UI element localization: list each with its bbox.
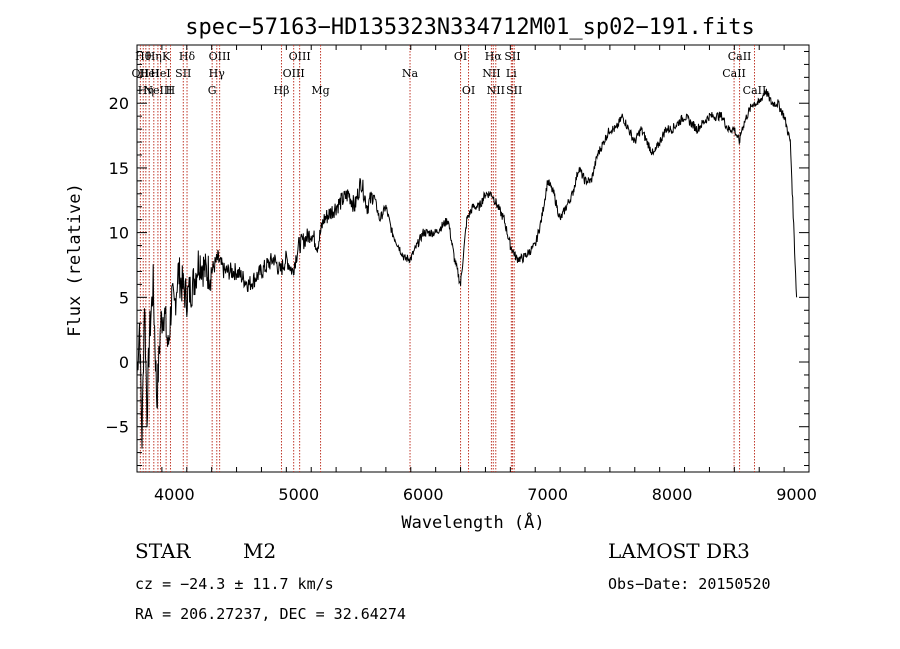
- spectrum-series: [136, 88, 798, 449]
- y-tick-label: 15: [109, 159, 129, 178]
- line-label-20: OI: [462, 84, 475, 97]
- line-label-9: SII: [175, 67, 191, 80]
- line-label-26: SII: [506, 84, 522, 97]
- x-tick-label: 5000: [278, 485, 319, 504]
- line-label-6: HeI: [150, 67, 170, 80]
- line-label-1: Hθ: [135, 50, 152, 63]
- line-label-3: HeI: [139, 67, 159, 80]
- line-label-12: Hγ: [209, 67, 226, 80]
- obs-date: Obs−Date: 20150520: [608, 575, 771, 593]
- y-axis-label: Flux (relative): [65, 183, 85, 337]
- x-axis-label: Wavelength (Å): [401, 511, 544, 533]
- line-label-7: K: [162, 50, 171, 63]
- x-tick-label: 6000: [403, 485, 444, 504]
- line-label-28: CaII: [728, 50, 752, 63]
- coords-text: RA = 206.27237, DEC = 32.64274: [135, 605, 406, 623]
- y-tick-label: 0: [119, 353, 129, 372]
- y-tick-label: 10: [109, 224, 129, 243]
- line-label-22: Hα: [485, 50, 503, 63]
- line-label-10: Hδ: [179, 50, 196, 63]
- line-label-18: Na: [402, 67, 419, 80]
- line-label-11: G: [208, 84, 217, 97]
- line-label-24: Li: [506, 67, 517, 80]
- line-markers: [139, 45, 755, 472]
- line-labels: OIIHθHηHeIHηNeIIIHeIKHSIIHδGHγOIIIHβOIII…: [132, 50, 767, 97]
- redshift-text: cz = −24.3 ± 11.7 km/s: [135, 575, 334, 593]
- x-axis-ticks: 4000 5000 6000 7000 8000 9000: [136, 45, 817, 504]
- line-label-23: NII: [487, 84, 505, 97]
- line-label-8: H: [166, 84, 176, 97]
- line-label-2: Hη: [138, 84, 154, 97]
- subclass: M2: [243, 539, 276, 563]
- line-label-29: CaII: [743, 84, 767, 97]
- x-tick-label: 4000: [154, 485, 195, 504]
- x-tick-label: 8000: [652, 485, 693, 504]
- y-tick-label: −5: [105, 418, 129, 437]
- x-tick-label: 9000: [776, 485, 817, 504]
- line-label-25: SII: [504, 50, 520, 63]
- line-label-15: OIII: [283, 67, 305, 80]
- line-label-19: OI: [454, 50, 467, 63]
- x-tick-label: 7000: [527, 485, 568, 504]
- chart-title: spec−57163−HD135323N334712M01_sp02−191.f…: [185, 15, 755, 40]
- y-axis-ticks: −5 0 5 10 15 20: [105, 50, 809, 467]
- plot-frame: [136, 44, 810, 473]
- line-label-17: Mg: [311, 84, 329, 97]
- survey-name: LAMOST DR3: [608, 539, 750, 563]
- line-label-0: OII: [132, 67, 150, 80]
- object-class: STAR: [135, 539, 191, 563]
- line-label-13: OIII: [209, 50, 231, 63]
- line-label-14: Hβ: [274, 84, 290, 97]
- line-label-16: OIII: [289, 50, 311, 63]
- line-label-5: NeIII: [143, 84, 172, 97]
- line-label-27: CaII: [722, 67, 746, 80]
- y-tick-label: 5: [119, 288, 129, 307]
- spectrum-line: [136, 88, 798, 449]
- y-tick-label: 20: [109, 94, 129, 113]
- line-label-21: NII: [482, 67, 500, 80]
- line-label-4: Hη: [146, 50, 162, 63]
